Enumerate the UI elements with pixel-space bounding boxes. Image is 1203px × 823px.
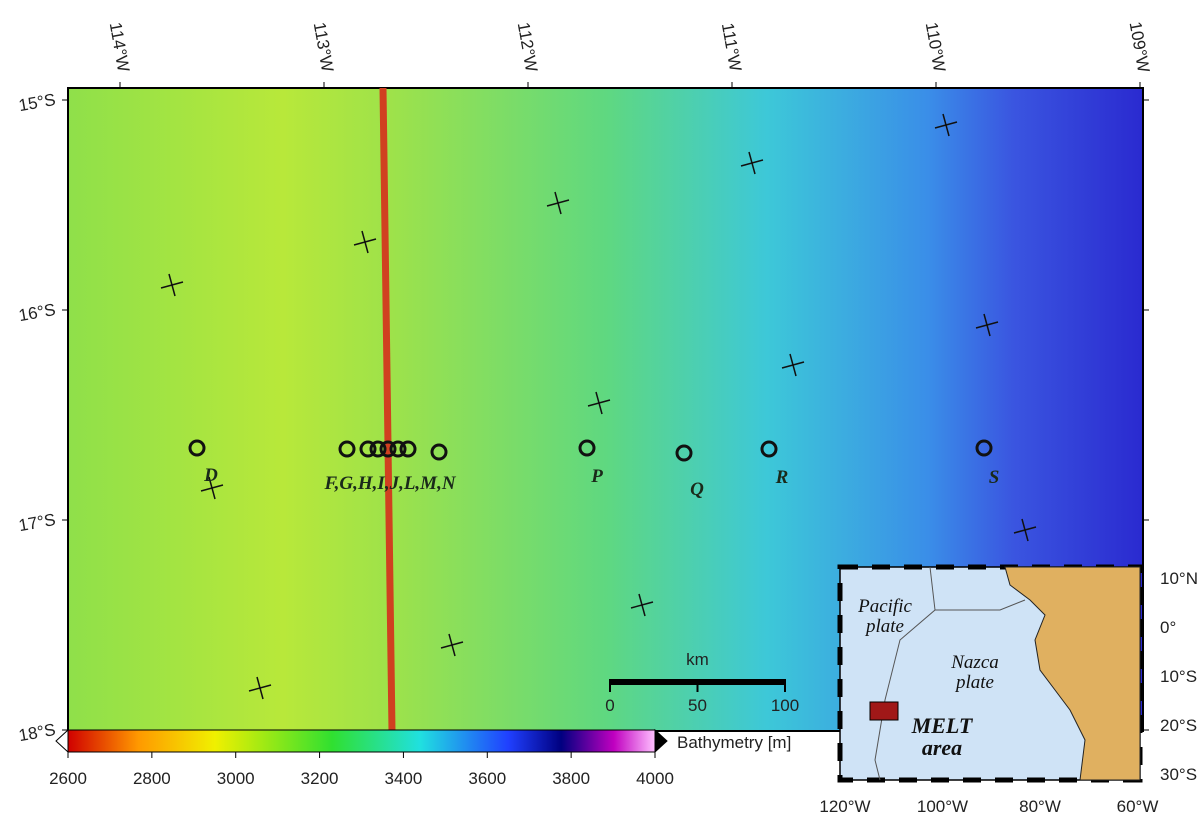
colorbar-tick-label: 3200 — [301, 769, 339, 788]
inset-lat-label: 30°S — [1160, 765, 1197, 784]
cross — [448, 633, 456, 657]
area-label: MELT area — [911, 713, 974, 760]
colorbar-label: Bathymetry [m] — [677, 733, 791, 752]
site-circle — [399, 440, 417, 458]
lat-label: 18°S — [17, 720, 57, 745]
lat-label: 15°S — [17, 90, 57, 115]
crosses — [160, 113, 1037, 700]
colorbar-tick-label: 2600 — [49, 769, 87, 788]
site-label: P — [590, 466, 603, 487]
scale-tick-label: 0 — [605, 696, 614, 715]
lon-label: 111°W — [718, 21, 745, 72]
site-circle — [369, 440, 387, 458]
colorbar-tick-label: 4000 — [636, 769, 674, 788]
cross — [748, 151, 756, 175]
cross — [554, 191, 562, 215]
cross — [256, 676, 264, 700]
lon-label: 112°W — [514, 21, 541, 73]
colorbar-min-arrow — [55, 728, 69, 754]
lon-label: 110°W — [922, 21, 949, 73]
colorbar-tick-label: 3800 — [552, 769, 590, 788]
site-circle — [578, 439, 596, 457]
colorbar-tick-label: 3000 — [217, 769, 255, 788]
inset-lon-label: 120°W — [819, 797, 870, 816]
colorbar-tick-label: 3400 — [385, 769, 423, 788]
lat-label: 17°S — [17, 510, 57, 535]
scale-tick-label: 50 — [688, 696, 707, 715]
colorbar — [67, 729, 656, 753]
site-circle — [760, 440, 778, 458]
site-circle — [430, 443, 448, 461]
inset-lat-label: 0° — [1160, 618, 1176, 637]
site-circle — [338, 440, 356, 458]
site-circle — [359, 440, 377, 458]
site-circle — [379, 440, 397, 458]
cross — [942, 113, 950, 137]
inset-lat-label: 20°S — [1160, 716, 1197, 735]
lat-label: 16°S — [17, 300, 57, 325]
site-label: R — [775, 467, 789, 488]
melt-box — [869, 701, 899, 721]
lon-label: 113°W — [310, 21, 337, 73]
site-circle — [975, 439, 993, 457]
inset-land — [1004, 566, 1141, 781]
plate-boundaries — [874, 566, 1026, 781]
inset-lat-label: 10°N — [1160, 569, 1198, 588]
colorbar-tick-label: 3600 — [468, 769, 506, 788]
site-circle — [389, 440, 407, 458]
cross — [1021, 518, 1029, 542]
site-circle — [675, 444, 693, 462]
sites — [188, 439, 993, 462]
cross — [361, 230, 369, 254]
cross — [789, 353, 797, 377]
scale-tick-label: 100 — [771, 696, 799, 715]
lon-label: 109°W — [1126, 20, 1154, 74]
site-label: Q — [690, 479, 704, 500]
scale-unit: km — [686, 650, 709, 669]
colorbar-max-arrow — [654, 728, 668, 754]
cross — [595, 391, 603, 415]
site-label: F,G,H,I,J,L,M,N — [323, 473, 456, 494]
site-circle — [188, 439, 206, 457]
inset-lon-label: 80°W — [1019, 797, 1061, 816]
site-label: S — [989, 467, 1000, 488]
plate-label: Pacific plate — [857, 596, 912, 637]
lon-label: 114°W — [106, 21, 133, 73]
plate-label: Nazca plate — [950, 652, 999, 693]
cross — [208, 476, 216, 500]
colorbar-tick-label: 2800 — [133, 769, 171, 788]
inset-lat-label: 10°S — [1160, 667, 1197, 686]
site-label: D — [203, 465, 218, 486]
inset-lon-label: 60°W — [1117, 797, 1159, 816]
inset-lon-label: 100°W — [917, 797, 968, 816]
ridge-axis — [379, 87, 396, 732]
cross — [983, 313, 991, 337]
cross — [168, 273, 176, 297]
cross — [638, 593, 646, 617]
